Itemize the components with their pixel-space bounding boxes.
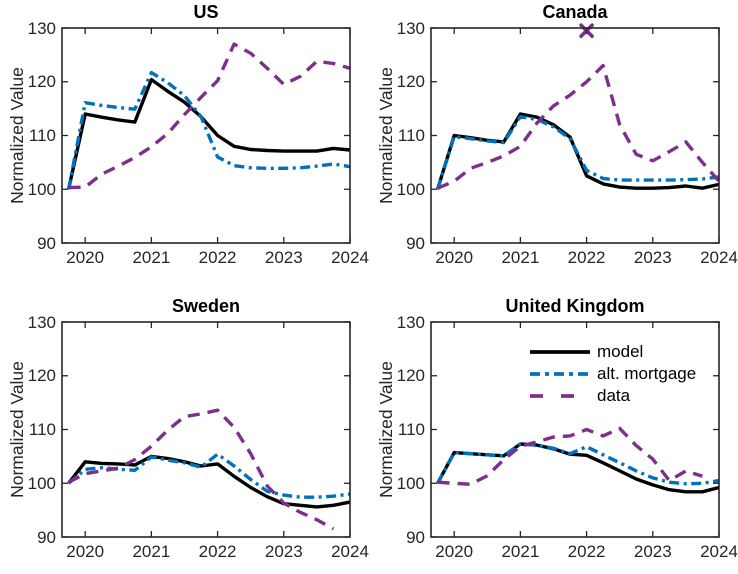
legend: model alt. mortgage data (529, 341, 696, 407)
y-tick-label: 110 (397, 126, 425, 145)
y-tick-label: 90 (406, 527, 425, 547)
series-line-alt-mortgage (66, 70, 351, 190)
legend-line-sample (530, 350, 590, 354)
legend-line-sample (530, 372, 590, 376)
plot-area-canada (430, 23, 721, 244)
series-line-alt-mortgage (67, 452, 351, 499)
y-tick-label: 110 (397, 420, 425, 439)
series-line-data (437, 426, 703, 487)
x-tick-label: 2020 (66, 542, 105, 561)
y-tick-label: 120 (396, 366, 425, 386)
subplot-title-sweden: Sweden (171, 296, 241, 316)
y-tick-label: 120 (27, 72, 56, 92)
y-tick-label: 130 (27, 18, 56, 38)
x-tick-label: 2024 (331, 542, 369, 561)
legend-entry: model (529, 341, 696, 363)
x-tick-label: 2021 (501, 248, 540, 267)
series-line-data (67, 408, 335, 531)
x-tick-label: 2024 (700, 248, 738, 267)
y-tick-label: 120 (27, 366, 56, 386)
x-tick-label: 2022 (198, 248, 237, 267)
y-tick-label: 90 (37, 233, 56, 253)
y-tick-label: 100 (27, 179, 56, 199)
series-line-alt-mortgage (435, 114, 720, 190)
y-tick-label: 120 (396, 72, 425, 92)
y-tick-label: 130 (396, 18, 425, 38)
series-line-model (436, 442, 720, 494)
x-tick-label: 2023 (264, 542, 303, 561)
series-line-model (67, 454, 351, 509)
subplot-title-united-kingdom: United Kingdom (505, 296, 645, 316)
tick-marks (431, 321, 720, 538)
x-tick-label: 2023 (633, 542, 672, 561)
series-line-alt-mortgage (436, 442, 720, 486)
y-tick-label: 100 (27, 473, 56, 493)
y-tick-label: 90 (406, 233, 425, 253)
subplot-title-canada: Canada (542, 2, 608, 22)
axes-box (61, 27, 351, 244)
tick-marks (62, 321, 351, 538)
x-tick-label: 2021 (132, 542, 171, 561)
x-tick-label: 2023 (264, 248, 303, 267)
x-tick-label: 2020 (66, 248, 105, 267)
x-tick-label: 2020 (435, 542, 474, 561)
legend-label: model (597, 342, 644, 361)
x-tick-label: 2022 (567, 542, 606, 561)
x-tick-label: 2023 (633, 248, 672, 267)
subplot-canada: Canada Normalized Value 2020 2021 2022 2023… (369, 0, 738, 287)
y-tick-label: 110 (28, 420, 56, 439)
legend-label: alt. mortgage (597, 364, 697, 383)
x-tick-label: 2024 (700, 542, 738, 561)
series-line-data (436, 63, 721, 190)
tick-marks (62, 27, 351, 244)
plot-area-sweden (61, 321, 351, 538)
subplot-sweden: Sweden Normalized Value 2020 2021 2022 2023… (0, 287, 369, 574)
subplot-united-kingdom: United Kingdom Normalized Value model alt… (369, 287, 738, 574)
x-tick-label: 2022 (198, 542, 237, 561)
x-tick-label: 2020 (435, 248, 474, 267)
legend-entry: alt. mortgage (529, 363, 696, 385)
y-tick-label: 100 (396, 179, 425, 199)
x-tick-label: 2021 (132, 248, 171, 267)
x-tick-label: 2022 (567, 248, 606, 267)
x-tick-label: 2021 (501, 542, 540, 561)
tick-marks (431, 27, 720, 244)
y-tick-label: 100 (396, 473, 425, 493)
x-tick-label: 2024 (331, 248, 369, 267)
subplot-us: US Normalized Value 2020 2021 2022 2023 2024… (0, 0, 369, 287)
legend-label: data (597, 386, 631, 405)
y-tick-label: 90 (37, 527, 56, 547)
y-tick-label: 130 (396, 312, 425, 332)
series-line-model (66, 77, 351, 190)
legend-line-sample (530, 394, 590, 398)
subplot-title-us: US (193, 2, 219, 22)
axes-box (430, 27, 720, 244)
legend-entry: data (529, 385, 696, 407)
series-line-model (435, 112, 720, 190)
plot-area-united-kingdom (430, 321, 720, 538)
y-tick-label: 130 (27, 312, 56, 332)
y-tick-label: 110 (28, 126, 56, 145)
plot-area-us (61, 27, 351, 244)
